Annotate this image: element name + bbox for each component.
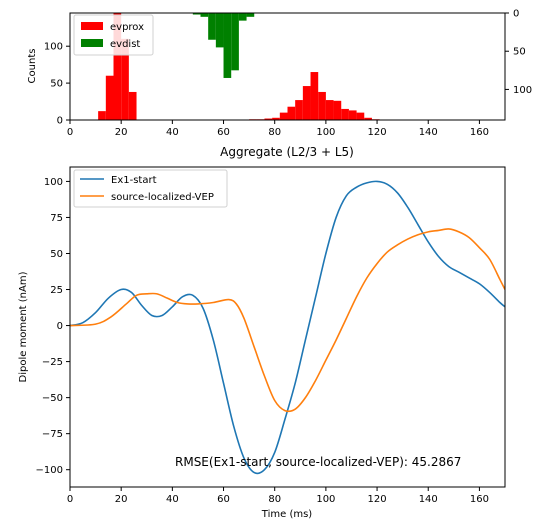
hist-y2-tick-label: 100 — [513, 85, 532, 96]
histogram-xlabel: Aggregate (L2/3 + L5) — [220, 145, 354, 159]
hist-bar-evprox — [364, 117, 372, 120]
dipole-y-tick-label: 25 — [50, 285, 63, 296]
hist-bar-evprox — [279, 112, 288, 120]
dipole-y-tick-label: −75 — [42, 429, 63, 440]
dipole-ylabel: Dipole moment (nAm) — [18, 271, 29, 382]
hist-bar-evprox — [264, 118, 273, 120]
dipole-xlabel: Time (ms) — [261, 509, 313, 520]
hist-x-tick-label: 20 — [115, 127, 128, 138]
dipole-panel: 0 20 40 60 80 100 120 140 160 −100 −75 −50 −25 0 25 50… — [18, 166, 506, 520]
dipole-x-tick-label: 120 — [368, 494, 387, 505]
hist-bar-evprox — [295, 100, 303, 120]
series-line-source-localized-vep — [70, 228, 505, 413]
hist-bar-evdist — [223, 13, 232, 78]
histogram-x-ticks: 0 20 40 60 80 100 120 140 160 — [67, 120, 489, 138]
dipole-lines — [70, 180, 505, 475]
hist-x-tick-label: 120 — [368, 127, 387, 138]
hist-bar-evprox — [105, 75, 114, 120]
dipole-x-tick-label: 100 — [316, 494, 335, 505]
legend-label-evdist: evdist — [110, 39, 140, 50]
dipole-x-tick-label: 20 — [115, 494, 128, 505]
legend-label-source-localized-vep: source-localized-VEP — [111, 192, 214, 203]
hist-bar-evprox — [287, 106, 296, 120]
hist-bar-evdist — [246, 13, 255, 17]
hist-x-tick-label: 100 — [316, 127, 335, 138]
dipole-y-tick-label: 50 — [50, 249, 63, 260]
dipole-frame — [69, 166, 506, 488]
dipole-x-tick-label: 0 — [67, 494, 73, 505]
histogram-frame — [69, 12, 506, 121]
rmse-annotation: RMSE(Ex1-start, source-localized-VEP): 4… — [175, 455, 461, 469]
histogram-bars — [98, 13, 380, 120]
dipole-x-ticks: 0 20 40 60 80 100 120 140 160 — [67, 487, 489, 505]
hist-bar-evprox — [310, 72, 319, 120]
hist-bar-evdist — [192, 13, 201, 15]
hist-x-tick-label: 40 — [166, 127, 179, 138]
hist-bar-evprox — [325, 100, 334, 120]
hist-bar-evprox — [348, 110, 357, 120]
hist-x-tick-label: 80 — [268, 127, 281, 138]
hist-bar-evprox — [113, 13, 122, 120]
hist-bar-evprox — [128, 91, 137, 120]
hist-bar-evdist — [231, 13, 239, 71]
hist-y-tick-label: 100 — [44, 42, 63, 53]
hist-bar-evprox — [272, 117, 280, 120]
hist-y-tick-label: 50 — [50, 79, 63, 90]
dipole-x-tick-label: 60 — [217, 494, 230, 505]
hist-bar-evprox — [356, 112, 365, 120]
dipole-y-tick-label: −25 — [42, 357, 63, 368]
hist-y2-tick-label: 0 — [513, 9, 519, 20]
legend-swatch-evdist — [81, 39, 103, 47]
hist-x-tick-label: 60 — [217, 127, 230, 138]
hist-bar-evdist — [200, 13, 209, 17]
legend-swatch-evprox — [81, 22, 103, 30]
dipole-y-tick-label: −100 — [36, 465, 63, 476]
legend-label-ex1-start: Ex1-start — [111, 175, 157, 186]
hist-x-tick-label: 140 — [419, 127, 438, 138]
hist-bar-evprox — [333, 100, 342, 120]
dipole-legend-box — [73, 169, 228, 208]
hist-x-tick-label: 0 — [67, 127, 73, 138]
histogram-secondary-y-ticks: 0 50 100 — [505, 9, 532, 96]
dipole-x-tick-label: 40 — [166, 494, 179, 505]
hist-bar-evdist — [215, 13, 224, 48]
dipole-x-tick-label: 140 — [419, 494, 438, 505]
hist-bar-evprox — [341, 108, 349, 120]
dipole-y-ticks: −100 −75 −50 −25 0 25 50 75 100 — [36, 177, 70, 476]
hist-bar-evprox — [121, 38, 129, 120]
dipole-x-tick-label: 160 — [470, 494, 489, 505]
dipole-y-tick-label: −50 — [42, 393, 63, 404]
dipole-y-tick-label: 0 — [57, 321, 63, 332]
histogram-panel: 0 20 40 60 80 100 120 140 160 0 50 100 0 50 100 Coun… — [27, 9, 532, 160]
histogram-y-ticks: 0 50 100 — [44, 42, 70, 127]
dipole-x-tick-label: 80 — [268, 494, 281, 505]
dipole-legend: Ex1-start source-localized-VEP — [73, 169, 228, 208]
hist-x-tick-label: 160 — [470, 127, 489, 138]
hist-bar-evdist — [208, 13, 216, 40]
hist-bar-evprox — [302, 86, 311, 120]
hist-bar-evdist — [238, 13, 247, 21]
hist-bar-evprox — [318, 91, 326, 120]
histogram-legend: evprox evdist — [73, 14, 154, 56]
series-line-ex1-start — [70, 180, 505, 475]
hist-y-tick-label: 0 — [57, 116, 63, 127]
dipole-y-tick-label: 75 — [50, 213, 63, 224]
dipole-y-tick-label: 100 — [44, 177, 63, 188]
histogram-ylabel: Counts — [27, 49, 38, 84]
legend-label-evprox: evprox — [110, 22, 144, 33]
hist-y2-tick-label: 50 — [513, 47, 526, 58]
hist-bar-evprox — [98, 111, 106, 120]
